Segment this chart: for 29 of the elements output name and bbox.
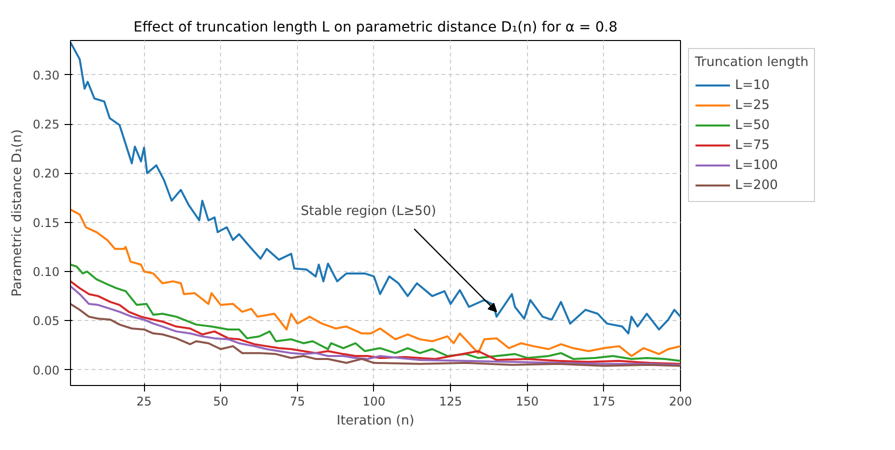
y-tick-label: 0.25 bbox=[32, 118, 60, 132]
x-tick-label: 100 bbox=[362, 394, 386, 408]
x-tick-label: 175 bbox=[592, 394, 616, 408]
x-tick-label: 125 bbox=[439, 394, 462, 408]
line-series bbox=[70, 264, 680, 362]
x-tick-label: 75 bbox=[290, 394, 305, 408]
x-tick-label: 150 bbox=[516, 394, 539, 408]
x-axis-title: Iteration (n) bbox=[336, 414, 414, 428]
legend-label: L=50 bbox=[735, 118, 770, 132]
legend-label: L=25 bbox=[735, 98, 770, 112]
y-tick-label: 0.20 bbox=[32, 166, 60, 181]
y-tick-label: 0.00 bbox=[32, 363, 60, 378]
y-tick-label: 0.10 bbox=[32, 264, 60, 279]
x-tick-label: 50 bbox=[213, 394, 228, 408]
legend-label: L=200 bbox=[735, 178, 778, 192]
legend-label: L=75 bbox=[735, 138, 770, 152]
y-tick-label: 0.05 bbox=[32, 314, 60, 328]
annotation: Stable region (L≥50) bbox=[300, 204, 436, 220]
x-tick-label: 25 bbox=[136, 394, 152, 408]
line-series bbox=[70, 41, 680, 334]
line-series bbox=[70, 302, 680, 367]
legend-title: Truncation length bbox=[695, 55, 808, 70]
y-axis-title: Parametric distance D₁(n) bbox=[10, 129, 25, 297]
x-tick-label: 200 bbox=[669, 394, 692, 408]
y-tick-label: 0.15 bbox=[32, 216, 60, 230]
y-tick-label: 0.30 bbox=[32, 68, 60, 82]
chart-title: Effect of truncation length L on parametric distance D₁(n) for α = 0.8 bbox=[134, 20, 618, 36]
legend-label: L=10 bbox=[735, 78, 770, 92]
legend-label: L=100 bbox=[735, 158, 778, 172]
